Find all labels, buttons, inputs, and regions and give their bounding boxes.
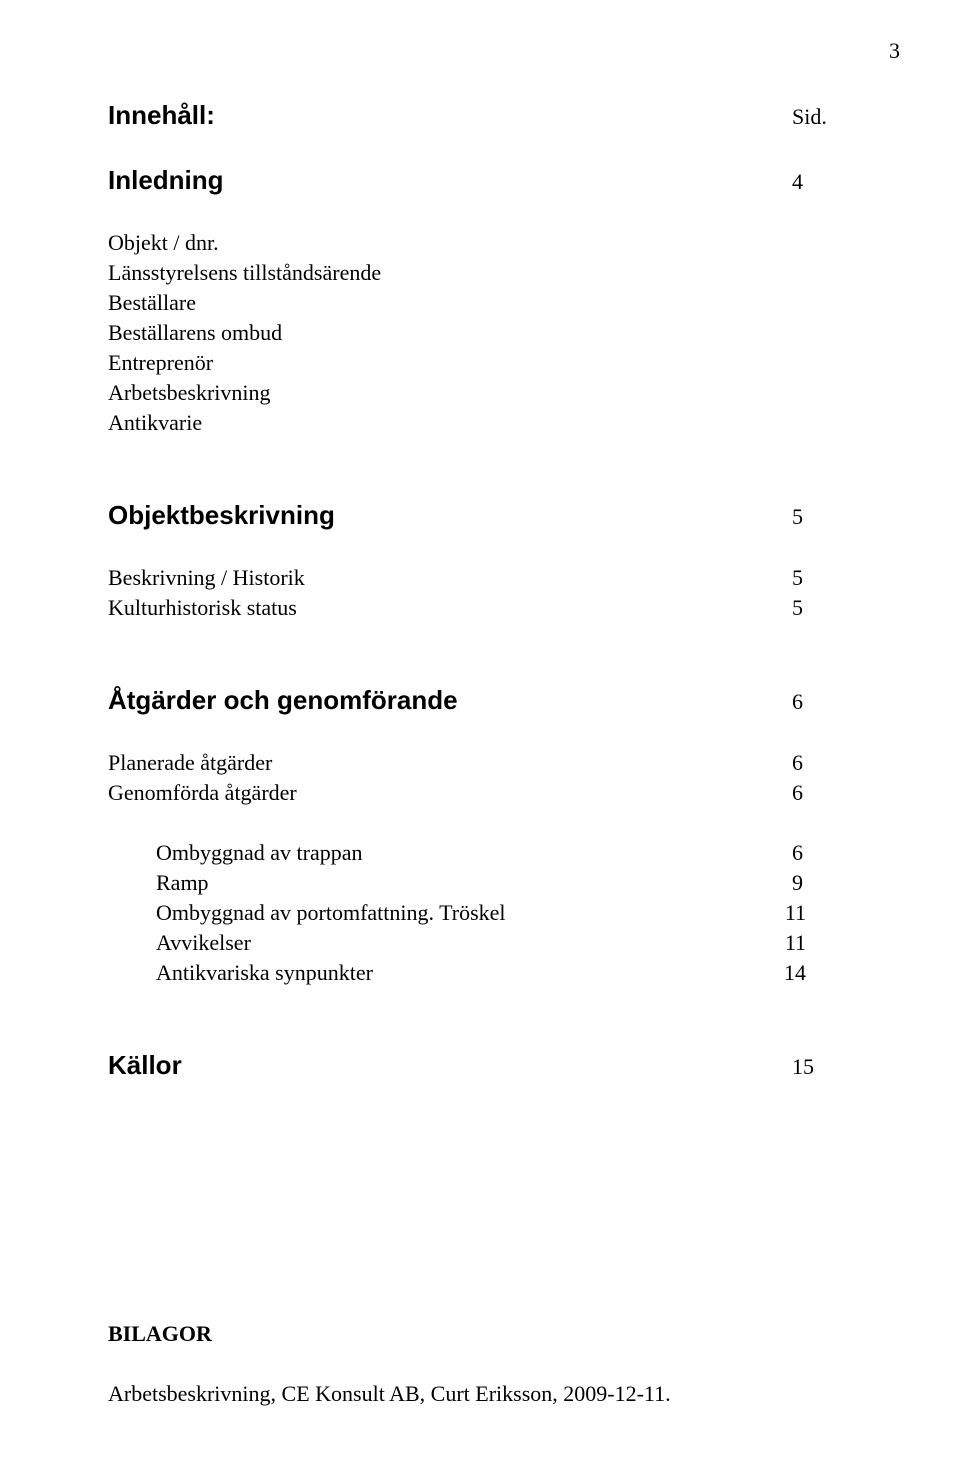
- toc-item: Antikvarie: [108, 410, 852, 436]
- section-atgarder: Åtgärder och genomförande 6: [108, 685, 852, 716]
- page: 3 Innehåll: Sid. Inledning 4 Objekt / dn…: [0, 0, 960, 1462]
- heading-row: Innehåll: Sid.: [108, 100, 852, 131]
- bilagor-block: BILAGOR Arbetsbeskrivning, CE Konsult AB…: [108, 1321, 852, 1407]
- toc-subitem-row: Ombyggnad av portomfattning. Tröskel 11: [108, 900, 852, 926]
- toc-subitem: Avvikelser: [108, 930, 251, 956]
- toc-subitem-page: 11: [785, 930, 852, 956]
- section-title: Åtgärder och genomförande: [108, 685, 458, 716]
- inledning-items: Objekt / dnr. Länsstyrelsens tillståndsä…: [108, 230, 852, 436]
- toc-item: Länsstyrelsens tillståndsärende: [108, 260, 852, 286]
- section-title: Källor: [108, 1050, 182, 1081]
- section-kallor: Källor 15: [108, 1050, 852, 1081]
- section-title: Objektbeskrivning: [108, 500, 335, 531]
- toc-subitem: Antikvariska synpunkter: [108, 960, 373, 986]
- atgarder-items: Planerade åtgärder 6 Genomförda åtgärder…: [108, 750, 852, 806]
- toc-item: Kulturhistorisk status: [108, 595, 297, 621]
- toc-item: Arbetsbeskrivning: [108, 380, 852, 406]
- toc-item-row: Planerade åtgärder 6: [108, 750, 852, 776]
- toc-item: Entreprenör: [108, 350, 852, 376]
- toc-subitem-page: 14: [784, 960, 852, 986]
- toc-item-row: Genomförda åtgärder 6: [108, 780, 852, 806]
- sid-label: Sid.: [792, 104, 852, 130]
- bilagor-title: BILAGOR: [108, 1321, 852, 1347]
- toc-subitem-page: 6: [792, 840, 852, 866]
- toc-item-page: 5: [792, 595, 852, 621]
- toc-item: Objekt / dnr.: [108, 230, 852, 256]
- page-number: 3: [889, 38, 900, 64]
- toc-subitem: Ramp: [108, 870, 209, 896]
- toc-subitem-row: Ramp 9: [108, 870, 852, 896]
- objekt-items: Beskrivning / Historik 5 Kulturhistorisk…: [108, 565, 852, 621]
- section-page: 4: [792, 169, 852, 195]
- toc-item-page: 6: [792, 750, 852, 776]
- toc-item: Beställare: [108, 290, 852, 316]
- section-page: 6: [792, 689, 852, 715]
- section-title: Inledning: [108, 165, 224, 196]
- toc-item-page: 6: [792, 780, 852, 806]
- section-page: 5: [792, 504, 852, 530]
- toc-item-page: 5: [792, 565, 852, 591]
- toc-subitem-row: Antikvariska synpunkter 14: [108, 960, 852, 986]
- toc-item-row: Beskrivning / Historik 5: [108, 565, 852, 591]
- toc-subitem: Ombyggnad av portomfattning. Tröskel: [108, 900, 506, 926]
- toc-item-row: Kulturhistorisk status 5: [108, 595, 852, 621]
- content: Innehåll: Sid. Inledning 4 Objekt / dnr.…: [108, 100, 852, 1407]
- toc-item: Beställarens ombud: [108, 320, 852, 346]
- toc-subitem-page: 9: [792, 870, 852, 896]
- bilagor-text: Arbetsbeskrivning, CE Konsult AB, Curt E…: [108, 1381, 852, 1407]
- toc-item: Beskrivning / Historik: [108, 565, 305, 591]
- toc-item: Genomförda åtgärder: [108, 780, 297, 806]
- section-inledning: Inledning 4: [108, 165, 852, 196]
- toc-subitem-page: 11: [785, 900, 852, 926]
- atgarder-sub-items: Ombyggnad av trappan 6 Ramp 9 Ombyggnad …: [108, 840, 852, 986]
- toc-item: Planerade åtgärder: [108, 750, 272, 776]
- toc-subitem-row: Avvikelser 11: [108, 930, 852, 956]
- toc-heading: Innehåll:: [108, 100, 215, 131]
- section-page: 15: [792, 1054, 852, 1080]
- section-objektbeskrivning: Objektbeskrivning 5: [108, 500, 852, 531]
- toc-subitem: Ombyggnad av trappan: [108, 840, 363, 866]
- toc-subitem-row: Ombyggnad av trappan 6: [108, 840, 852, 866]
